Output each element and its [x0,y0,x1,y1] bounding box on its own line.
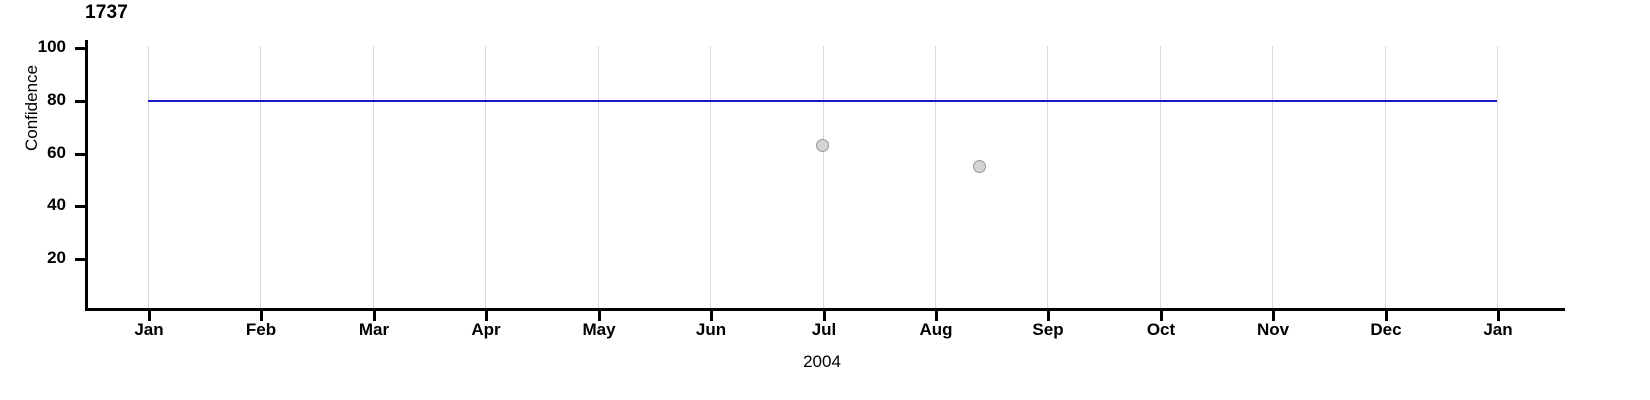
reference-line [148,99,1497,102]
x-axis-tick-label: Jul [811,320,837,339]
x-axis-tick-label: Jun [695,320,727,339]
y-axis-line [85,40,88,311]
x-axis-tick-mark [485,311,488,321]
y-axis-tick-label: 40 [47,195,66,215]
y-axis-tick-mark [75,258,85,261]
x-axis-tick-label: Apr [471,320,501,339]
gridline [1272,46,1273,310]
x-axis-line [85,308,1565,311]
x-axis-tick-mark [1272,311,1275,321]
x-axis-tick-label: Mar [358,320,390,339]
x-axis-tick-label: Aug [919,320,953,339]
y-axis-tick-label: 20 [47,248,66,267]
y-axis-tick-mark [75,99,85,103]
y-axis-tick-mark [75,152,85,156]
x-axis-tick-mark [373,311,376,321]
x-axis-tick-mark [710,311,713,321]
x-axis-tick-mark [598,311,601,321]
x-axis-tick-label: May [582,320,616,339]
x-axis-tick-mark [1385,311,1388,321]
data-point[interactable] [815,138,829,152]
gridline [823,46,824,310]
x-axis-tick-label: Nov [1256,320,1290,339]
gridline [148,46,149,310]
y-axis-tick-label: 60 [47,142,66,162]
gridline [710,46,711,310]
x-axis-tick-mark [260,311,263,321]
x-axis-tick-label: Sep [1032,320,1064,339]
x-axis-tick-label: Jan [134,320,164,339]
gridline [1385,46,1386,310]
x-axis-tick-mark [935,311,938,321]
gridline [1047,46,1048,310]
x-axis-tick-mark [1497,311,1500,321]
gridline [260,46,261,310]
gridline [598,46,599,310]
x-axis-label-text: 2004 [803,352,841,371]
x-axis-tick-label: Oct [1146,320,1176,339]
gridline [373,46,374,310]
x-axis-tick-label: Jan [1483,320,1513,339]
x-axis-tick-label: Dec [1370,320,1402,339]
y-axis-tick-label: 80 [47,89,66,109]
x-axis-tick-label: Feb [245,320,277,339]
gridline [935,46,936,310]
gridline [485,46,486,310]
x-axis-tick-mark [823,311,826,321]
x-axis-tick-mark [148,311,151,321]
y-axis-tick-mark [75,205,85,209]
data-point[interactable] [972,159,986,173]
chart-title: 1737 [85,2,129,23]
y-axis-tick-label: 100 [37,37,66,56]
x-axis-label: 2004 [0,352,1650,372]
y-axis-tick-mark [75,47,85,50]
gridline [1160,46,1161,310]
gridline [1497,46,1498,310]
x-axis-tick-mark [1047,311,1050,321]
x-axis-tick-mark [1160,311,1163,321]
